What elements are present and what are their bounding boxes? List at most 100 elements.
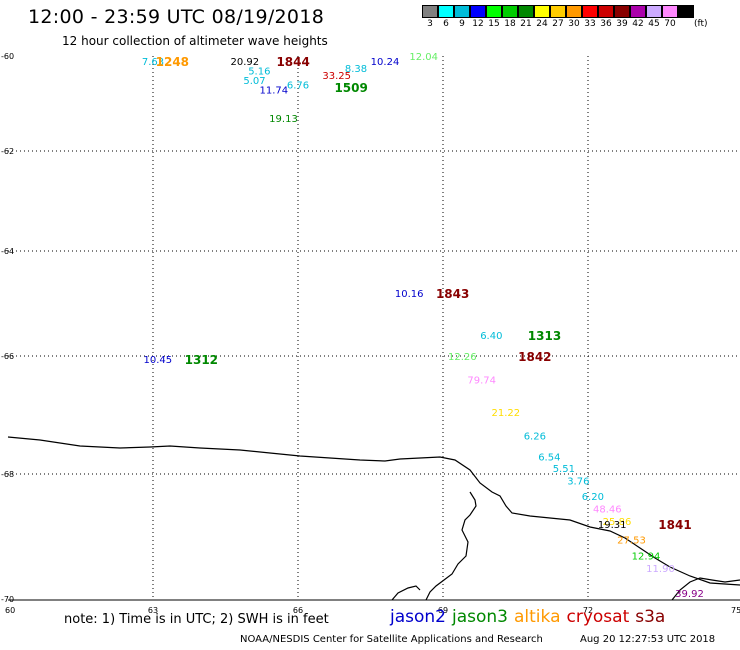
coastline xyxy=(7,436,740,601)
pass-time-label: 1248 xyxy=(156,55,189,69)
pass-time-label: 1843 xyxy=(436,287,469,301)
legend-swatch xyxy=(630,5,646,18)
legend-swatch xyxy=(662,5,678,18)
latitude-tick-label: -68 xyxy=(1,470,14,479)
wave-height-label: 6.26 xyxy=(524,432,546,443)
color-legend: 3 6 9 12 15 18 21 24 27 30 33 36 39 42 45 70 (ft) xyxy=(422,5,708,29)
wave-height-label: 12.04 xyxy=(409,52,438,63)
wave-height-label: 33.25 xyxy=(322,71,351,82)
wave-height-label: 79.74 xyxy=(467,376,496,387)
latitude-tick-label: -70 xyxy=(1,595,14,604)
legend-swatch xyxy=(566,5,582,18)
footer-timestamp: Aug 20 12:27:53 UTC 2018 xyxy=(580,634,716,645)
pass-time-label: 1509 xyxy=(334,81,367,95)
legend-swatch xyxy=(582,5,598,18)
longitude-tick-label: 72 xyxy=(583,606,593,615)
map-grid xyxy=(8,56,740,601)
legend-swatch xyxy=(422,5,438,18)
page-title: 12:00 - 23:59 UTC 08/19/2018 xyxy=(28,6,325,28)
legend-label: 70 xyxy=(664,19,676,29)
footer-credit: NOAA/NESDIS Center for Satellite Applica… xyxy=(240,634,543,645)
legend-labels: 3 6 9 12 15 18 21 24 27 30 33 36 39 42 45 70 (ft) xyxy=(422,19,708,29)
pass-times: 1248 1844 1509 1843 1313 1842 1312 1841 xyxy=(156,55,692,532)
legend-label: 45 xyxy=(648,19,660,29)
legend-label: 12 xyxy=(472,19,484,29)
wave-height-label: 6.20 xyxy=(582,492,604,503)
wave-height-label: 12.94 xyxy=(632,551,661,562)
inner-coastline-b xyxy=(391,585,421,601)
legend-label: 3 xyxy=(427,19,433,29)
legend-swatch xyxy=(438,5,454,18)
longitude-tick-label: 63 xyxy=(148,606,158,615)
wave-height-label: 5.16 xyxy=(248,66,270,77)
longitude-tick-label: 75 xyxy=(731,606,740,615)
satellite-legend: jason2 jason3 altika cryosat s3a xyxy=(390,607,671,627)
wave-height-label: 10.16 xyxy=(395,289,424,300)
legend-swatch xyxy=(646,5,662,18)
latitude-tick-label: -62 xyxy=(1,147,14,156)
wave-height-label: 6.54 xyxy=(538,452,560,463)
pass-time-label: 1842 xyxy=(518,350,551,364)
wave-height-label: 8.38 xyxy=(345,64,367,75)
legend-swatch xyxy=(614,5,630,18)
wave-height-label: 10.24 xyxy=(371,57,400,68)
legend-swatches xyxy=(422,5,708,18)
legend-swatch xyxy=(518,5,534,18)
legend-label: 36 xyxy=(600,19,612,29)
footer-note: note: 1) Time is in UTC; 2) SWH is in fe… xyxy=(64,612,329,627)
wave-height-label: 20.92 xyxy=(231,57,260,68)
wave-height-label: 27.53 xyxy=(617,536,646,547)
inner-coastline-c xyxy=(671,577,740,601)
legend-label: 6 xyxy=(443,19,449,29)
wave-height-label: 7.63 xyxy=(142,57,164,68)
legend-swatch xyxy=(502,5,518,18)
legend-label: 18 xyxy=(504,19,516,29)
wave-height-label: 6.76 xyxy=(287,81,309,92)
wave-height-label: 10.45 xyxy=(144,355,173,366)
wave-height-label: 25.86 xyxy=(603,517,632,528)
page-subtitle: 12 hour collection of altimeter wave hei… xyxy=(62,34,328,48)
legend-label: 39 xyxy=(616,19,628,29)
legend-swatch xyxy=(470,5,486,18)
legend-label: 33 xyxy=(584,19,596,29)
wave-height-label: 3.76 xyxy=(567,476,589,487)
longitude-tick-label: 69 xyxy=(438,606,448,615)
legend-unit: (ft) xyxy=(694,19,708,29)
legend-swatch xyxy=(598,5,614,18)
wave-height-label: 5.51 xyxy=(553,464,575,475)
satellite-name: altika xyxy=(514,607,561,627)
legend-label: 9 xyxy=(459,19,465,29)
wave-height-label: 6.40 xyxy=(480,331,502,342)
inner-coastline-a xyxy=(425,491,477,601)
wave-height-label: 11.90 xyxy=(646,564,675,575)
wave-height-label: 19.31 xyxy=(598,520,627,531)
wave-height-label: 5.07 xyxy=(243,76,265,87)
pass-time-label: 1313 xyxy=(528,329,561,343)
wave-height-label: 39.92 xyxy=(675,589,704,600)
antarctic-coastline xyxy=(7,436,740,586)
latitude-tick-label: -60 xyxy=(1,52,14,61)
pass-time-label: 1312 xyxy=(185,353,218,367)
legend-swatch xyxy=(486,5,502,18)
legend-label: 30 xyxy=(568,19,580,29)
legend-label: 24 xyxy=(536,19,548,29)
map-tick-labels: 60 63 66 69 72 75 -60 -62 -64 -66 -68 -70 xyxy=(1,52,740,615)
wave-height-label: 12.26 xyxy=(448,352,477,363)
pass-time-label: 1844 xyxy=(276,55,309,69)
legend-swatch xyxy=(550,5,566,18)
wave-height-label: 19.13 xyxy=(269,114,298,125)
pass-time-label: 1841 xyxy=(658,518,691,532)
longitude-tick-label: 60 xyxy=(5,606,15,615)
wave-height-label: 48.46 xyxy=(593,504,622,515)
satellite-name: jason3 xyxy=(452,607,508,627)
latitude-tick-label: -64 xyxy=(1,247,14,256)
wave-height-label: 21.22 xyxy=(492,408,521,419)
legend-label: 42 xyxy=(632,19,644,29)
legend-label: 21 xyxy=(520,19,532,29)
longitude-tick-label: 66 xyxy=(293,606,303,615)
satellite-name: cryosat xyxy=(566,607,630,627)
satellite-name: s3a xyxy=(635,607,666,627)
legend-label xyxy=(678,19,694,29)
legend-label: 15 xyxy=(488,19,500,29)
